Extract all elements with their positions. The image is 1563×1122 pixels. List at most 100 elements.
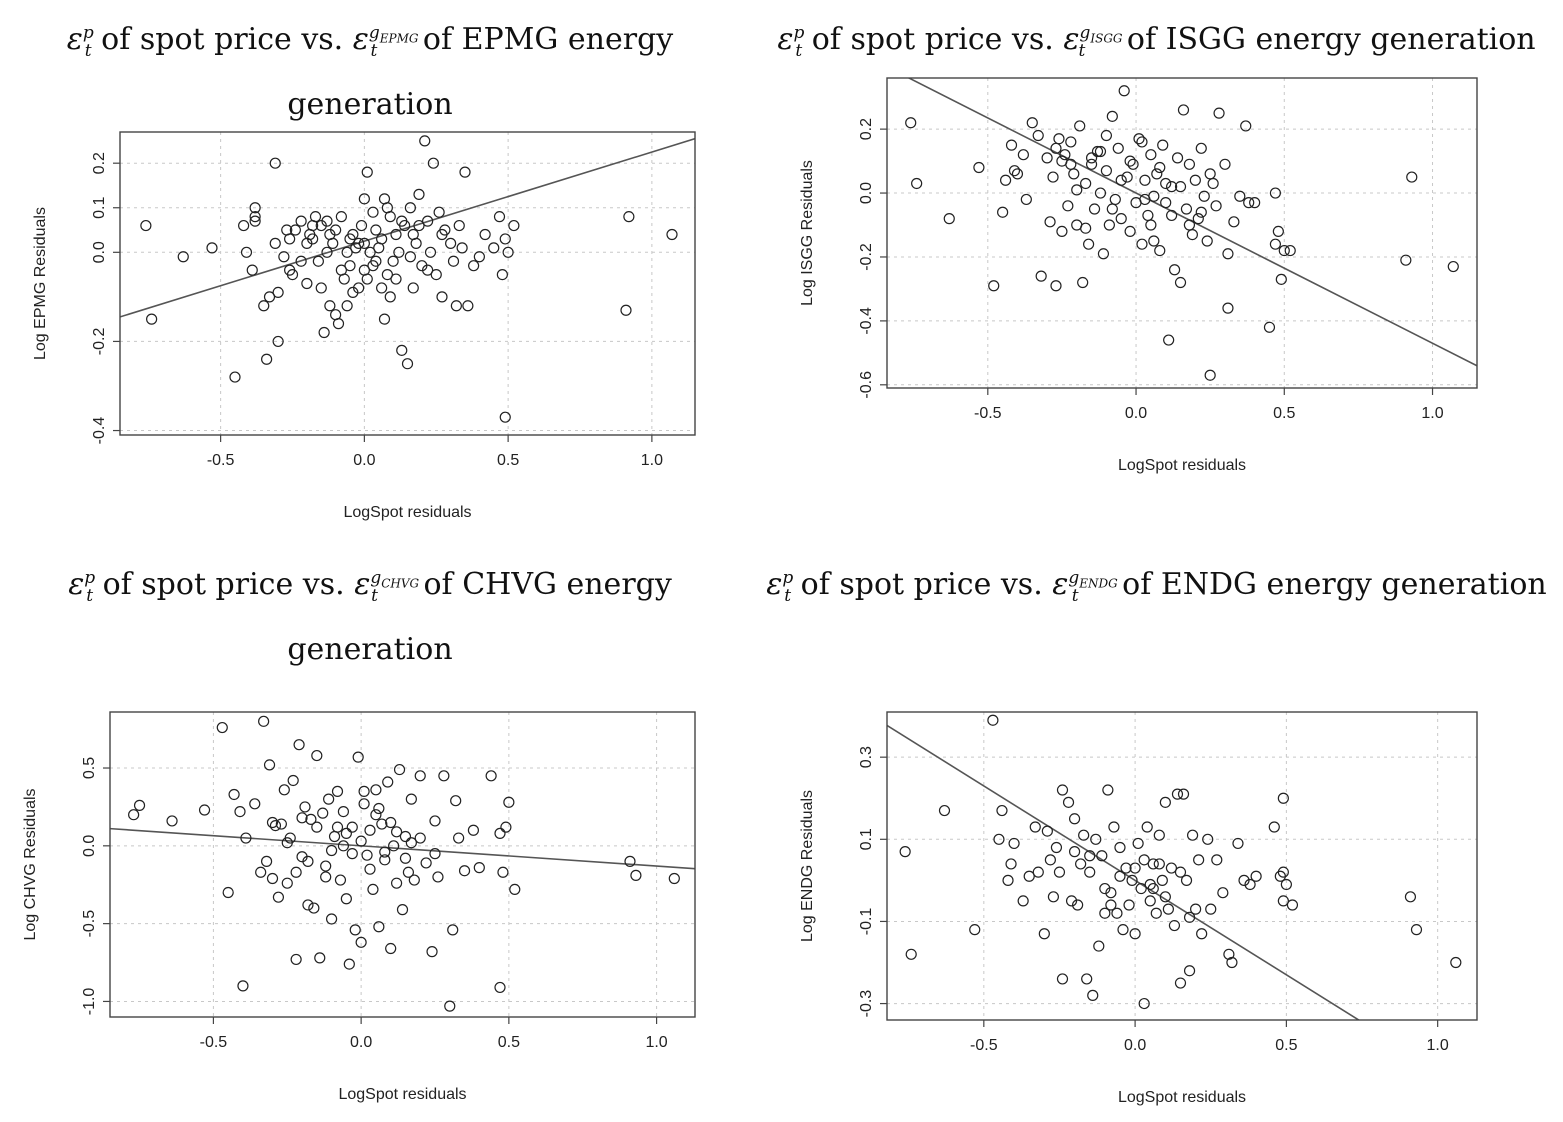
data-point — [500, 821, 512, 833]
data-point — [1162, 903, 1174, 915]
data-point — [272, 335, 284, 348]
data-point — [496, 268, 508, 281]
data-point — [324, 300, 336, 312]
title-part2: of ISGG energy generation — [1126, 22, 1536, 57]
data-point — [1269, 187, 1281, 199]
data-point — [1005, 858, 1017, 870]
data-point — [370, 784, 382, 796]
data-point — [1234, 190, 1246, 202]
data-point — [1129, 862, 1141, 874]
data-point — [325, 844, 338, 857]
title-symbol2: ε — [352, 22, 369, 57]
data-point — [206, 242, 218, 254]
data-point — [1041, 152, 1053, 164]
data-point — [293, 739, 305, 751]
data-point — [1211, 854, 1223, 866]
title-symbol2: ε — [354, 567, 371, 602]
data-point — [1053, 133, 1065, 145]
data-point — [1154, 244, 1166, 257]
data-point — [424, 246, 437, 258]
data-point — [1180, 203, 1193, 215]
data-point — [1163, 334, 1175, 346]
data-point — [1035, 270, 1047, 282]
data-point — [1044, 216, 1056, 228]
data-point — [1400, 254, 1412, 266]
data-point — [1139, 193, 1151, 206]
title-part2: of CHVG energy generation — [287, 567, 672, 667]
data-point — [281, 877, 293, 889]
data-point — [355, 936, 367, 948]
y-tick-label: 0.1 — [91, 197, 108, 219]
data-point — [295, 255, 307, 267]
data-point — [1065, 136, 1077, 148]
data-point — [331, 821, 344, 833]
data-point — [358, 193, 370, 205]
data-point — [438, 770, 450, 782]
data-point — [1207, 177, 1219, 190]
title-symbol: ε — [766, 567, 783, 602]
data-point — [453, 219, 465, 232]
data-point — [419, 135, 431, 147]
fit-line — [887, 724, 1361, 1020]
data-point — [996, 804, 1008, 817]
data-point — [1196, 928, 1208, 940]
data-point — [321, 246, 333, 258]
y-axis-label: Log ISGG Residuals — [799, 160, 816, 306]
data-point — [216, 721, 228, 734]
data-point — [1205, 903, 1217, 915]
data-point — [1127, 158, 1139, 170]
data-point — [405, 837, 417, 849]
data-point — [1085, 158, 1098, 170]
title-part2: of EPMG energy generation — [287, 22, 674, 122]
data-point — [1072, 899, 1084, 911]
data-point — [1075, 858, 1087, 870]
data-point — [353, 237, 365, 249]
data-point — [361, 849, 373, 861]
data-point — [1226, 956, 1238, 969]
data-point — [305, 813, 317, 825]
title-symbol: ε — [777, 22, 794, 57]
plot-frame — [886, 77, 1478, 389]
data-point — [1244, 878, 1256, 891]
y-tick-label: -1.0 — [81, 988, 98, 1016]
data-point — [308, 902, 320, 914]
data-point — [361, 166, 373, 178]
data-point — [499, 411, 511, 423]
title-sup: p — [793, 23, 805, 43]
data-point — [1084, 866, 1096, 878]
data-point — [1201, 235, 1213, 247]
data-point — [467, 824, 480, 836]
data-point — [497, 866, 509, 878]
data-point — [1243, 197, 1255, 209]
title-chvg: εpt of spot price vs. εgCHVGt of CHVG en… — [0, 551, 740, 677]
data-point — [1096, 850, 1108, 862]
data-point — [278, 251, 290, 263]
data-point — [390, 826, 403, 838]
data-point — [358, 237, 370, 249]
data-point — [1032, 866, 1044, 878]
data-point — [494, 981, 506, 994]
data-point — [969, 924, 981, 936]
data-point — [1174, 276, 1187, 289]
data-point — [1093, 940, 1105, 952]
data-point — [402, 866, 415, 878]
title-sup: p — [782, 568, 794, 588]
data-point — [1053, 866, 1066, 878]
panel-epmg: εpt of spot price vs. εgEPMGt of EPMG en… — [0, 0, 740, 545]
data-point — [1450, 956, 1462, 969]
data-point — [1132, 837, 1144, 850]
data-point — [1263, 321, 1276, 333]
data-point — [1222, 248, 1234, 260]
data-point — [1026, 117, 1038, 129]
y-tick-label: 0.3 — [858, 746, 875, 768]
x-tick-label: 0.0 — [1124, 1037, 1146, 1054]
data-point — [1068, 813, 1081, 825]
data-point — [289, 224, 301, 236]
data-point — [407, 282, 419, 294]
data-point — [330, 224, 342, 236]
title-part1: of spot price vs. — [811, 22, 1054, 57]
fit-line — [120, 137, 695, 318]
y-tick-label: -0.1 — [858, 908, 875, 936]
data-point — [302, 899, 314, 911]
data-point — [1099, 907, 1111, 919]
